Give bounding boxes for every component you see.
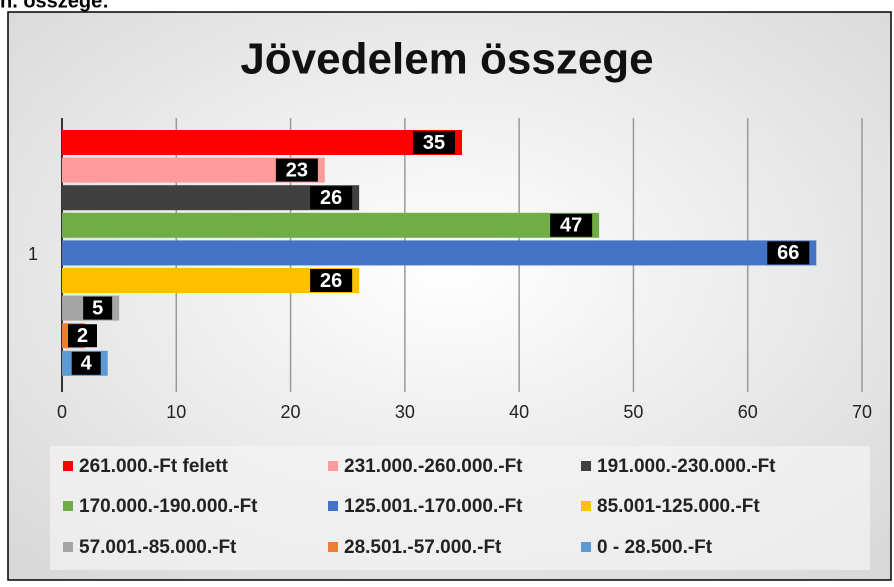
bar xyxy=(62,130,462,155)
legend-swatch xyxy=(581,461,591,471)
legend-swatch xyxy=(581,501,591,511)
legend-label: 0 - 28.500.-Ft xyxy=(597,537,713,558)
legend-swatch xyxy=(328,542,338,552)
data-label-box xyxy=(310,269,353,292)
data-label: 2 xyxy=(77,325,88,347)
data-label: 35 xyxy=(423,132,445,154)
data-label-box xyxy=(310,186,353,210)
data-label-box xyxy=(275,158,318,182)
x-tick-label: 0 xyxy=(57,402,67,422)
legend-label: 170.000.-190.000.-Ft xyxy=(79,496,258,517)
x-tick-label: 20 xyxy=(281,402,301,422)
legend-label: 125.001.-170.000.-Ft xyxy=(344,496,523,517)
legend-label: 28.501.-57.000.-Ft xyxy=(344,537,502,558)
legend-swatch xyxy=(328,461,338,471)
legend-swatch xyxy=(63,501,73,511)
legend-label: 57.001.-85.000.-Ft xyxy=(79,537,237,558)
x-tick-label: 30 xyxy=(395,402,415,422)
legend-swatch xyxy=(63,542,73,552)
data-label-box xyxy=(413,131,455,154)
data-label: 66 xyxy=(777,242,799,264)
data-label-box xyxy=(767,241,810,265)
chart-title: Jövedelem összege xyxy=(240,35,653,84)
legend-label: 261.000.-Ft felett xyxy=(79,456,229,477)
data-label-box xyxy=(83,296,113,320)
bar xyxy=(62,185,360,211)
page-heading: n. összege: xyxy=(0,0,109,12)
bar xyxy=(62,240,817,266)
bar xyxy=(62,212,600,238)
legend-swatch xyxy=(581,542,591,552)
data-label-box xyxy=(550,213,593,237)
legend-label: 85.001-125.000.-Ft xyxy=(597,496,760,517)
data-label-box xyxy=(71,351,101,375)
x-tick-label: 70 xyxy=(852,402,872,422)
legend-swatch xyxy=(63,461,73,471)
x-tick-label: 50 xyxy=(623,402,643,422)
legend-label: 231.000.-260.000.-Ft xyxy=(344,456,523,477)
legend-label: 191.000.-230.000.-Ft xyxy=(597,456,776,477)
data-label: 26 xyxy=(320,187,342,209)
x-tick-label: 60 xyxy=(738,402,758,422)
legend-box xyxy=(50,446,870,570)
bar xyxy=(62,268,360,293)
x-tick-label: 40 xyxy=(509,402,529,422)
data-label: 4 xyxy=(81,353,93,375)
data-label: 23 xyxy=(286,159,308,181)
data-label-box xyxy=(68,324,97,348)
data-label: 26 xyxy=(320,270,342,292)
data-label: 47 xyxy=(560,215,582,237)
data-label: 5 xyxy=(92,297,103,319)
x-tick-label: 10 xyxy=(166,402,186,422)
y-tick-label: 1 xyxy=(28,244,38,264)
legend-swatch xyxy=(328,501,338,511)
